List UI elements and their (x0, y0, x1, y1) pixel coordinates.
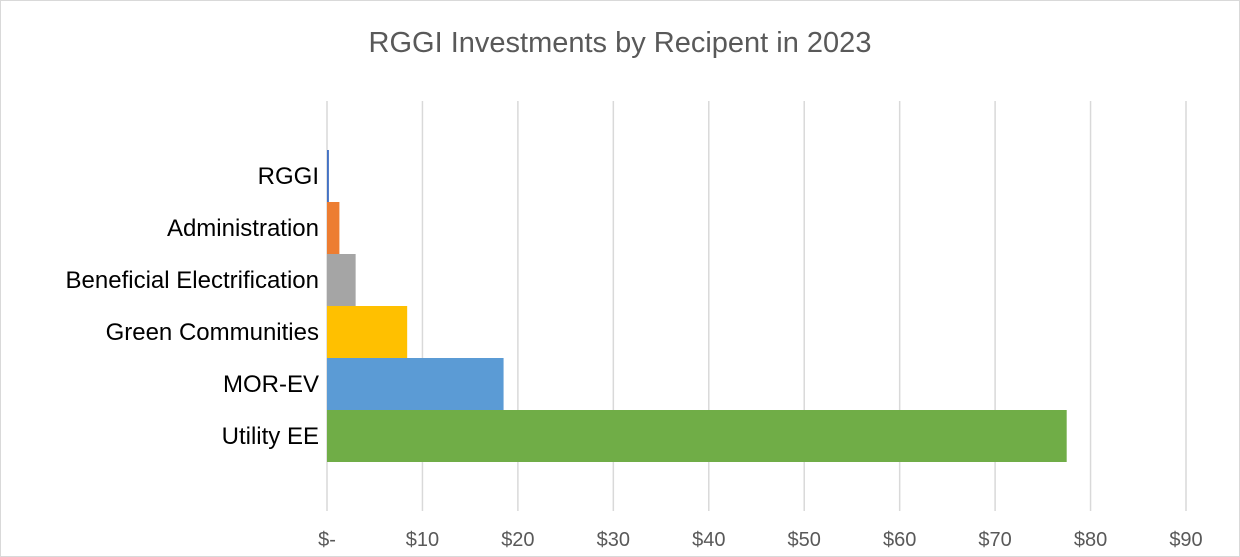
bars (327, 150, 1067, 462)
category-label-beneficial-electrification: Beneficial Electrification (66, 267, 319, 294)
category-label-utility-ee: Utility EE (222, 423, 319, 450)
x-tick-label-4: $40 (692, 529, 725, 551)
bar-administration (327, 202, 340, 254)
category-labels: RGGI Administration Beneficial Electrifica… (66, 163, 319, 450)
bar-utility-ee (327, 410, 1067, 462)
bar-rggi (327, 150, 329, 202)
category-label-rggi: RGGI (258, 163, 319, 190)
x-tick-label-9: $90 (1169, 529, 1202, 551)
x-tick-label-5: $50 (788, 529, 821, 551)
x-tick-label-1: $10 (406, 529, 439, 551)
x-tick-label-8: $80 (1074, 529, 1107, 551)
bar-mor-ev (327, 358, 504, 410)
bar-green-communities (327, 306, 408, 358)
x-tick-label-6: $60 (883, 529, 916, 551)
x-tick-label-2: $20 (501, 529, 534, 551)
category-label-mor-ev: MOR-EV (223, 371, 319, 398)
bar-beneficial-electrification (327, 254, 356, 306)
x-tick-label-3: $30 (597, 529, 630, 551)
category-label-green-communities: Green Communities (106, 319, 319, 346)
chart-title: RGGI Investments by Recipent in 2023 (368, 27, 872, 59)
x-tick-label-0: $- (318, 529, 336, 551)
x-tick-label-7: $70 (978, 529, 1011, 551)
category-label-administration: Administration (167, 215, 319, 242)
x-tick-labels: $- $10 $20 $30 $40 $50 $60 $70 $80 $90 (318, 529, 1203, 551)
